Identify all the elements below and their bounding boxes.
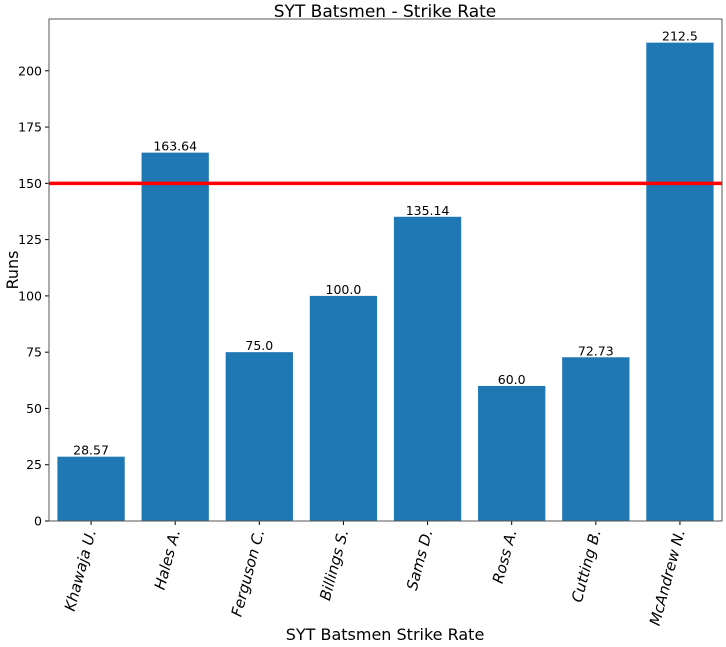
y-tick-label: 200 bbox=[18, 63, 42, 78]
bar bbox=[478, 385, 546, 521]
bar bbox=[141, 152, 209, 522]
data-label: 60.0 bbox=[498, 372, 526, 387]
x-tick-label: McAndrew N. bbox=[646, 527, 689, 627]
y-tick-label: 50 bbox=[26, 401, 42, 416]
plot-area: 28.57 Khawaja U. 163.64 Hales A. 75.0 Ferguso… bbox=[18, 18, 723, 628]
data-label: 163.64 bbox=[153, 139, 197, 154]
y-tick-label: 125 bbox=[18, 232, 42, 247]
y-axis-label: Runs bbox=[3, 250, 22, 289]
bar bbox=[646, 42, 714, 521]
data-label: 75.0 bbox=[245, 338, 273, 353]
bar bbox=[309, 295, 378, 521]
x-tick-label: Hales A. bbox=[151, 527, 184, 591]
x-tick-label: Billings S. bbox=[316, 527, 352, 602]
x-tick-label: Ferguson C. bbox=[228, 527, 269, 618]
bar bbox=[562, 357, 630, 521]
data-label: 100.0 bbox=[326, 282, 362, 297]
y-tick-label: 150 bbox=[18, 176, 42, 191]
bar bbox=[393, 216, 462, 521]
plot-frame bbox=[48, 18, 723, 522]
y-tick-label: 175 bbox=[18, 120, 42, 135]
y-tick-label: 0 bbox=[34, 514, 42, 529]
data-label: 28.57 bbox=[73, 443, 109, 458]
x-tick-label: Sams D. bbox=[403, 527, 436, 592]
x-tick-label: Khawaja U. bbox=[61, 527, 100, 613]
data-label: 212.5 bbox=[662, 29, 698, 44]
y-tick-label: 25 bbox=[26, 457, 42, 472]
y-tick-label: 75 bbox=[26, 345, 42, 360]
chart-title: SYT Batsmen - Strike Rate bbox=[274, 2, 497, 22]
data-label: 72.73 bbox=[578, 343, 614, 358]
x-axis-label: SYT Batsmen Strike Rate bbox=[286, 625, 485, 644]
data-label: 135.14 bbox=[406, 203, 450, 218]
x-tick-label: Cutting B. bbox=[568, 527, 605, 604]
bar bbox=[57, 456, 125, 521]
bar bbox=[225, 352, 293, 521]
x-tick-label: Ross A. bbox=[489, 527, 521, 585]
y-tick-label: 100 bbox=[18, 288, 42, 303]
